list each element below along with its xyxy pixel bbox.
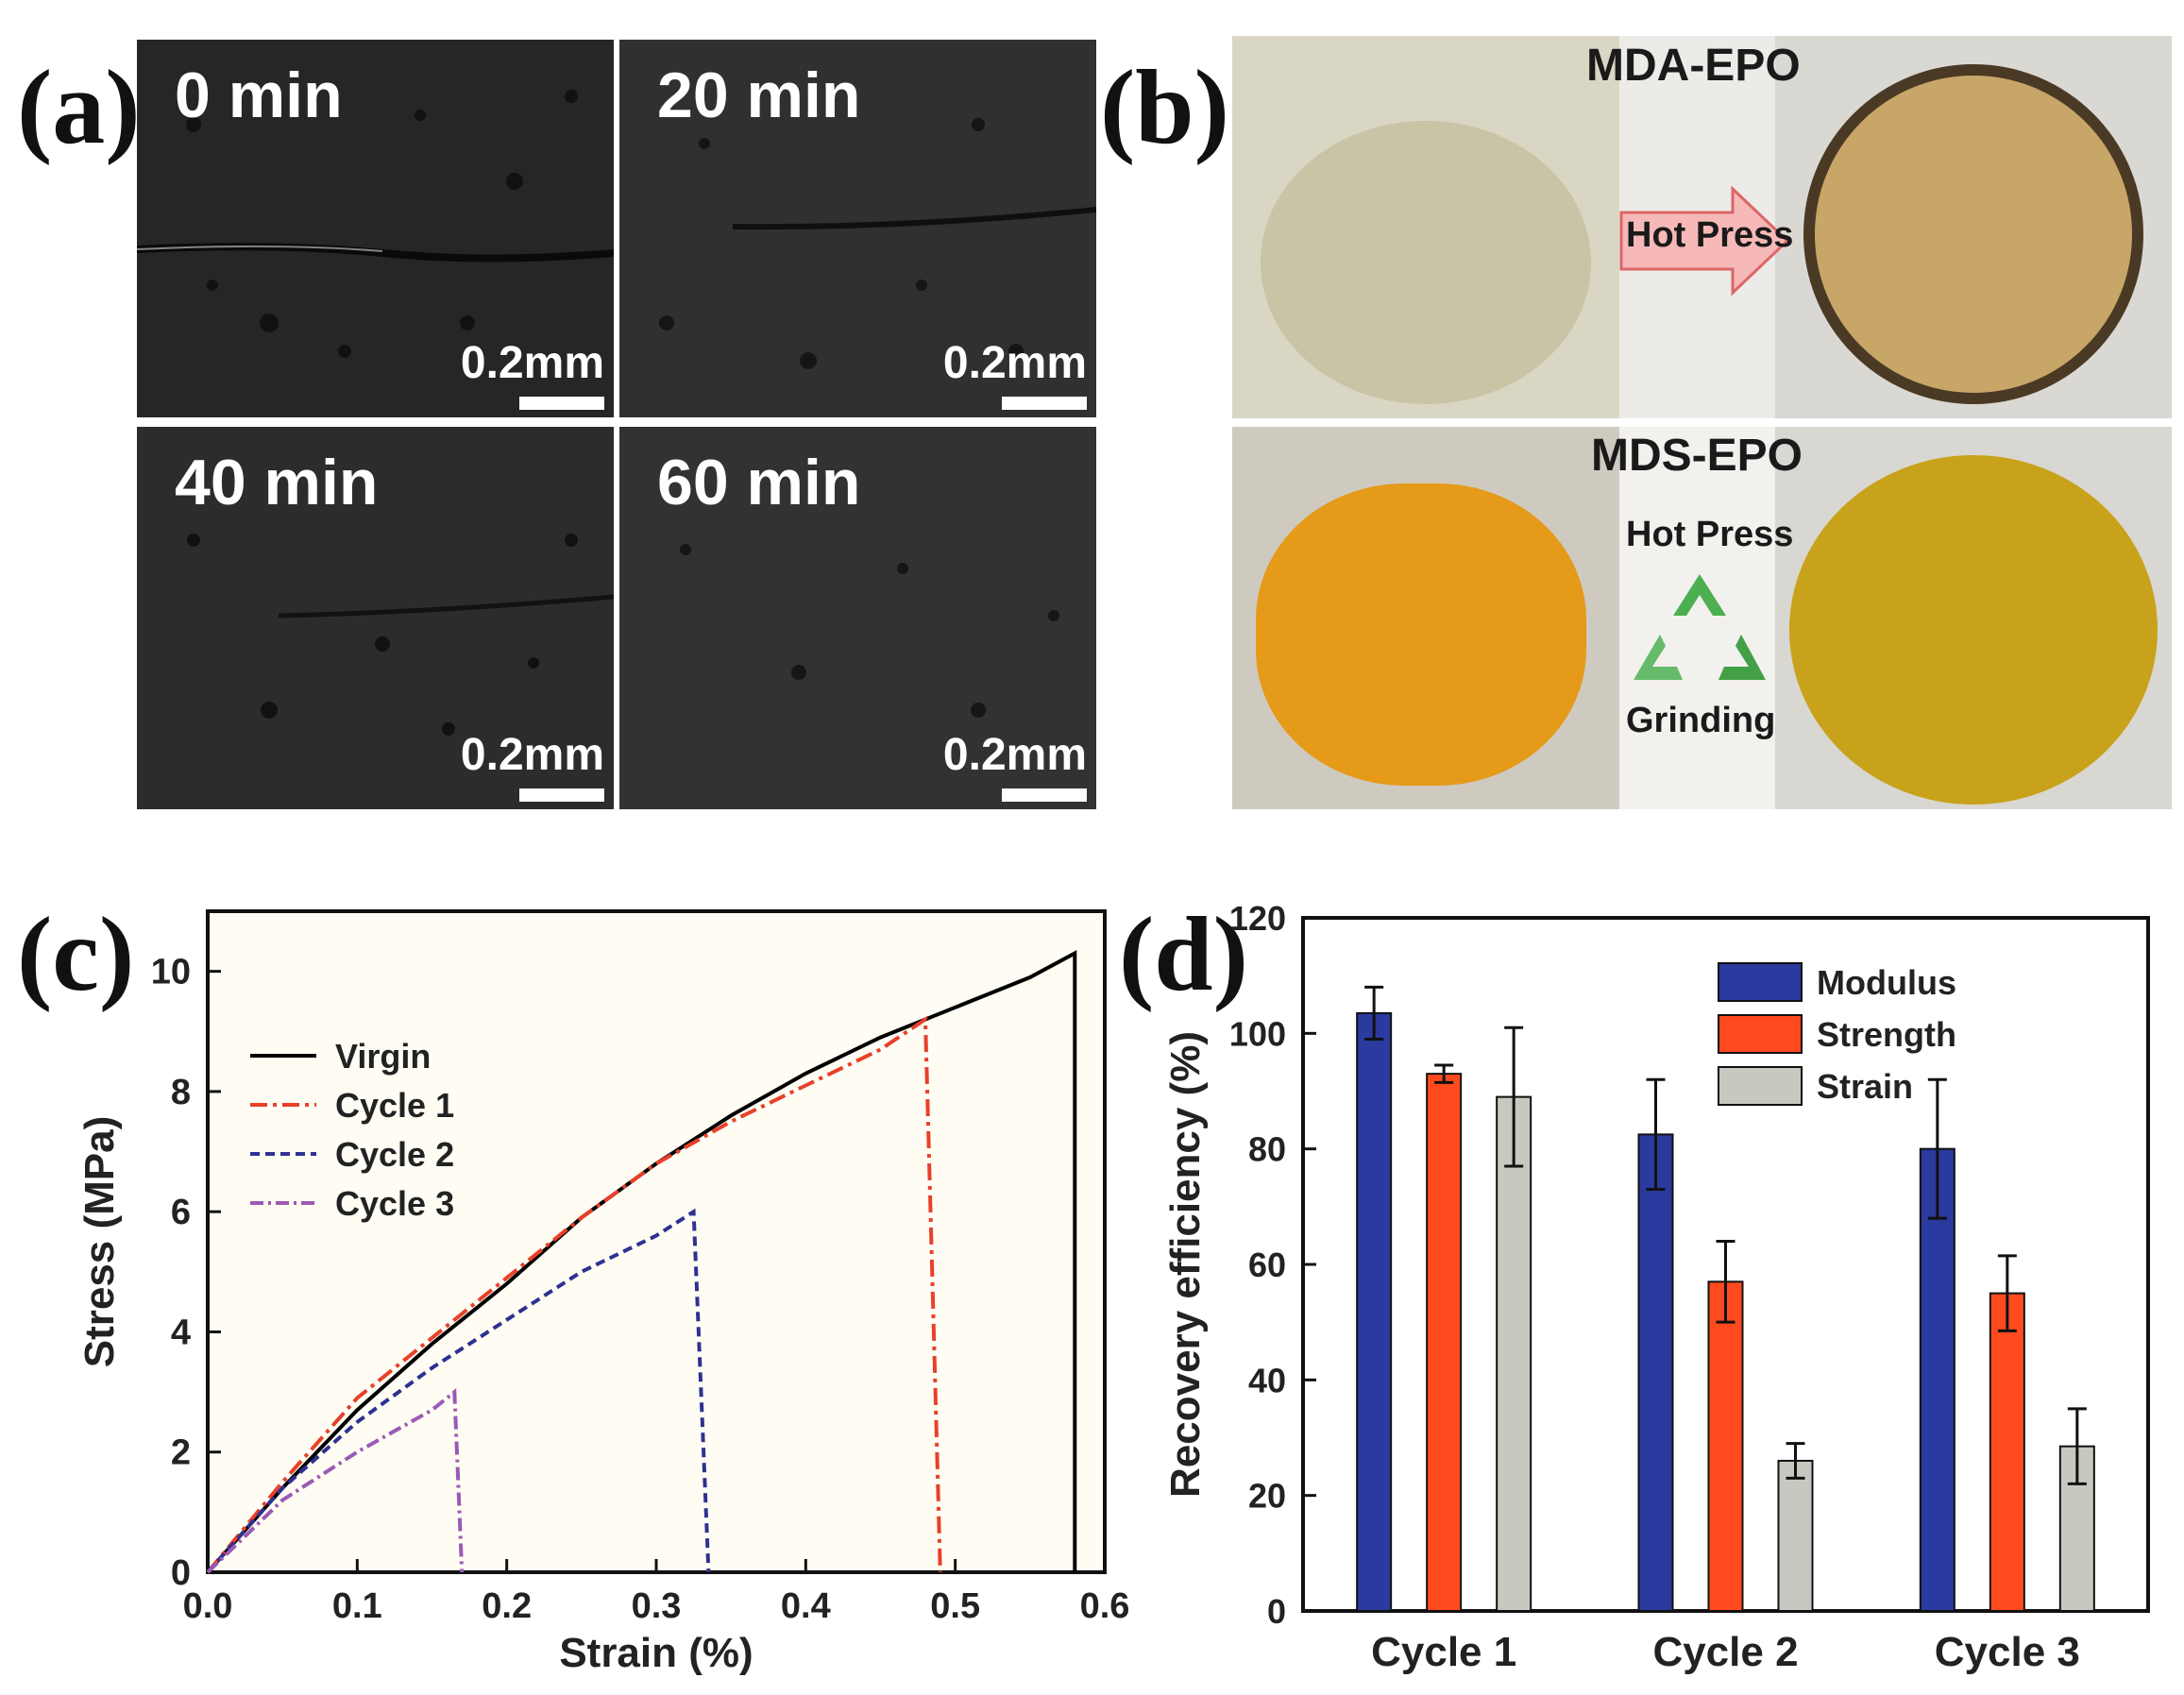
micrograph-0min: 0 min 0.2mm [137, 40, 614, 417]
x-tick-label: 0.2 [482, 1586, 532, 1626]
recycle-hot-press-label: Hot Press [1626, 515, 1794, 554]
mda-epo-label: MDA-EPO [1586, 41, 1801, 91]
x-tick-label: 0.3 [632, 1586, 682, 1626]
mds-epo-label: MDS-EPO [1591, 431, 1803, 481]
scale-label: 0.2mm [942, 338, 1087, 388]
crack-texture [659, 118, 1096, 369]
y-tick-label: 0 [1267, 1592, 1286, 1631]
bar-modulus [1919, 1147, 1955, 1612]
mds-epo-powder-photo [1232, 427, 1619, 809]
recovery-efficiency-chart: 0 20 40 60 80 100 120 Recovery efficiency (%) Cy… [1162, 899, 2150, 1675]
bar-modulus [1356, 1011, 1393, 1613]
x-tick-label: 0.4 [781, 1586, 831, 1626]
plot-area [206, 909, 1107, 1574]
y-tick-label: 6 [171, 1193, 191, 1232]
legend-swatch [1718, 1066, 1803, 1106]
micrograph-60min: 60 min 0.2mm [619, 427, 1096, 809]
y-tick-label: 80 [1248, 1130, 1286, 1169]
x-axis-label: Strain (%) [559, 1630, 753, 1676]
y-tick-label: 10 [151, 953, 191, 992]
y-tick-label: 4 [171, 1313, 191, 1352]
scale-bar [1002, 397, 1087, 410]
bar-strength [1989, 1292, 2025, 1612]
legend-swatch [1718, 1014, 1803, 1054]
scale-label: 0.2mm [460, 730, 604, 780]
series-line-cycle-2 [206, 1208, 711, 1574]
series-line-virgin [206, 950, 1077, 1574]
hot-press-arrow-icon [1619, 185, 1789, 297]
legend-label: Modulus [1817, 963, 1956, 1002]
bar-strength [1707, 1280, 1744, 1612]
legend-label: Cycle 1 [335, 1086, 454, 1125]
legend-label: Strain [1817, 1067, 1913, 1106]
time-label: 60 min [657, 447, 861, 518]
time-label: 0 min [175, 59, 343, 131]
bar-strain [1777, 1459, 1814, 1613]
x-category-label: Cycle 1 [1371, 1629, 1516, 1675]
y-tick-label: 20 [1248, 1477, 1286, 1516]
legend-label: Strength [1817, 1015, 1956, 1054]
legend-label: Virgin [335, 1037, 431, 1076]
mda-epo-powder-photo [1232, 36, 1619, 418]
hot-press-arrow-label: Hot Press [1626, 215, 1794, 255]
mda-epo-disc-photo [1775, 36, 2172, 418]
bar-modulus [1637, 1133, 1674, 1612]
micrograph-40min: 40 min 0.2mm [137, 427, 614, 809]
y-tick-label: 0 [171, 1553, 191, 1593]
y-tick-label: 100 [1229, 1014, 1286, 1053]
time-label: 40 min [175, 447, 379, 518]
recycle-grinding-label: Grinding [1626, 701, 1776, 740]
legend-label: Cycle 3 [335, 1184, 454, 1223]
x-category-label: Cycle 3 [1935, 1629, 2080, 1675]
y-tick-label: 40 [1248, 1361, 1286, 1399]
scale-bar [1002, 788, 1087, 802]
y-tick-label: 8 [171, 1073, 191, 1112]
crack-texture [680, 544, 1059, 718]
scale-bar [519, 788, 604, 802]
y-tick-label: 60 [1248, 1246, 1286, 1284]
bar-strain [1496, 1095, 1532, 1613]
x-category-label: Cycle 2 [1652, 1629, 1798, 1675]
scale-label: 0.2mm [942, 730, 1087, 780]
micrograph-20min: 20 min 0.2mm [619, 40, 1096, 417]
time-label: 20 min [657, 59, 861, 131]
stress-strain-chart: 0.0 0.1 0.2 0.3 0.4 0.5 0.6 0 2 4 6 8 10 Strain (%) St… [76, 909, 1130, 1676]
scale-label: 0.2mm [460, 338, 604, 388]
y-axis-label: Stress (MPa) [76, 1116, 123, 1368]
y-tick-label: 120 [1229, 899, 1286, 938]
legend-label: Cycle 2 [335, 1135, 454, 1174]
legend-swatch [1718, 962, 1803, 1002]
series-line-cycle-1 [206, 1015, 942, 1574]
panel-a-label: (a) [17, 49, 141, 166]
crack-texture [137, 90, 614, 358]
x-tick-label: 0.1 [332, 1586, 382, 1626]
mds-epo-middle [1619, 427, 1775, 809]
y-axis-label: Recovery efficiency (%) [1162, 1031, 1209, 1498]
bar-strength [1426, 1073, 1463, 1612]
x-tick-label: 0.0 [183, 1586, 233, 1626]
panel-d-label: (d) [1119, 896, 1248, 1013]
panel-b-label: (b) [1100, 49, 1229, 166]
x-tick-label: 0.6 [1080, 1586, 1130, 1626]
y-tick-label: 2 [171, 1433, 191, 1473]
panel-c-label: (c) [17, 896, 135, 1013]
recycle-icon [1634, 574, 1766, 680]
scale-bar [519, 397, 604, 410]
mds-epo-film-photo [1775, 427, 2172, 809]
crack-texture [187, 534, 614, 736]
series-line-cycle-3 [206, 1388, 465, 1574]
x-tick-label: 0.5 [930, 1586, 980, 1626]
